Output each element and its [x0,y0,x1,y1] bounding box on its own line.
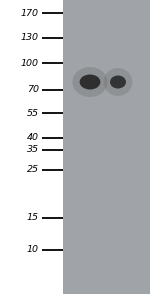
Bar [63,0,150,294]
Text: 130: 130 [21,34,39,43]
Ellipse shape [72,67,108,97]
Ellipse shape [110,76,126,88]
Ellipse shape [80,74,100,89]
Text: 100: 100 [21,59,39,68]
Text: 15: 15 [27,213,39,223]
Text: 35: 35 [27,146,39,155]
Text: 10: 10 [27,245,39,255]
Text: 25: 25 [27,166,39,175]
Ellipse shape [104,68,132,96]
Text: 70: 70 [27,86,39,94]
Text: 170: 170 [21,9,39,18]
Text: 55: 55 [27,108,39,118]
Text: 40: 40 [27,133,39,143]
